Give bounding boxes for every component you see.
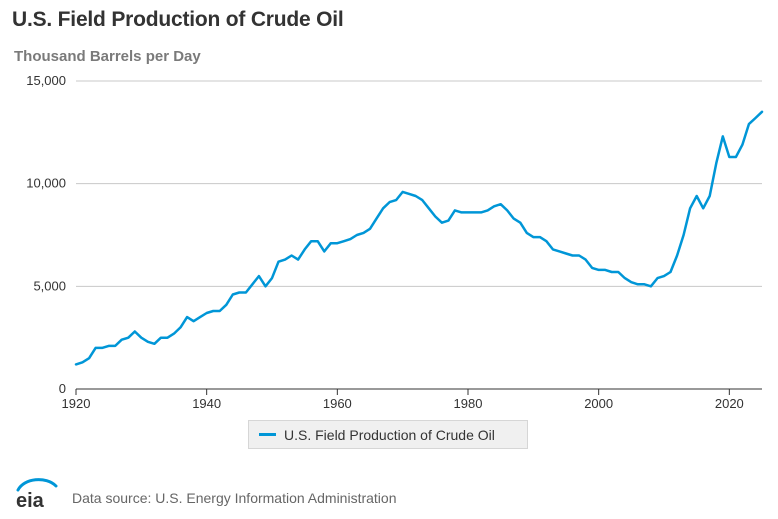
y-axis-ticks: 0 5,000 10,000 15,000 [26,73,66,396]
x-tick-label: 2020 [715,396,744,411]
y-tick-label: 5,000 [33,278,66,293]
series-line [74,110,764,366]
svg-text:eia: eia [16,490,45,512]
legend-label: U.S. Field Production of Crude Oil [284,426,495,443]
series-layer [74,110,764,366]
x-tick-label: 1940 [192,396,221,411]
x-tick-label: 1960 [323,396,352,411]
x-tick-label: 1980 [454,396,483,411]
eia-logo: eia [16,478,58,512]
data-source: Data source: U.S. Energy Information Adm… [72,490,397,506]
chart-subtitle: Thousand Barrels per Day [14,48,201,65]
chart-title: U.S. Field Production of Crude Oil [12,8,344,31]
footer: eia Data source: U.S. Energy Information… [0,474,778,514]
line-chart: 0 5,000 10,000 15,000 1920 1940 1960 1980 2000 2… [26,73,764,411]
x-tick-label: 2000 [584,396,613,411]
legend-swatch [259,433,276,436]
x-tick-label: 1920 [62,396,91,411]
gridlines [76,80,762,287]
x-axis-ticks: 1920 1940 1960 1980 2000 2020 [62,389,744,411]
y-tick-label: 10,000 [26,176,66,191]
chart-legend[interactable]: U.S. Field Production of Crude Oil [248,420,528,449]
y-tick-label: 15,000 [26,73,66,88]
y-tick-label: 0 [59,381,66,396]
